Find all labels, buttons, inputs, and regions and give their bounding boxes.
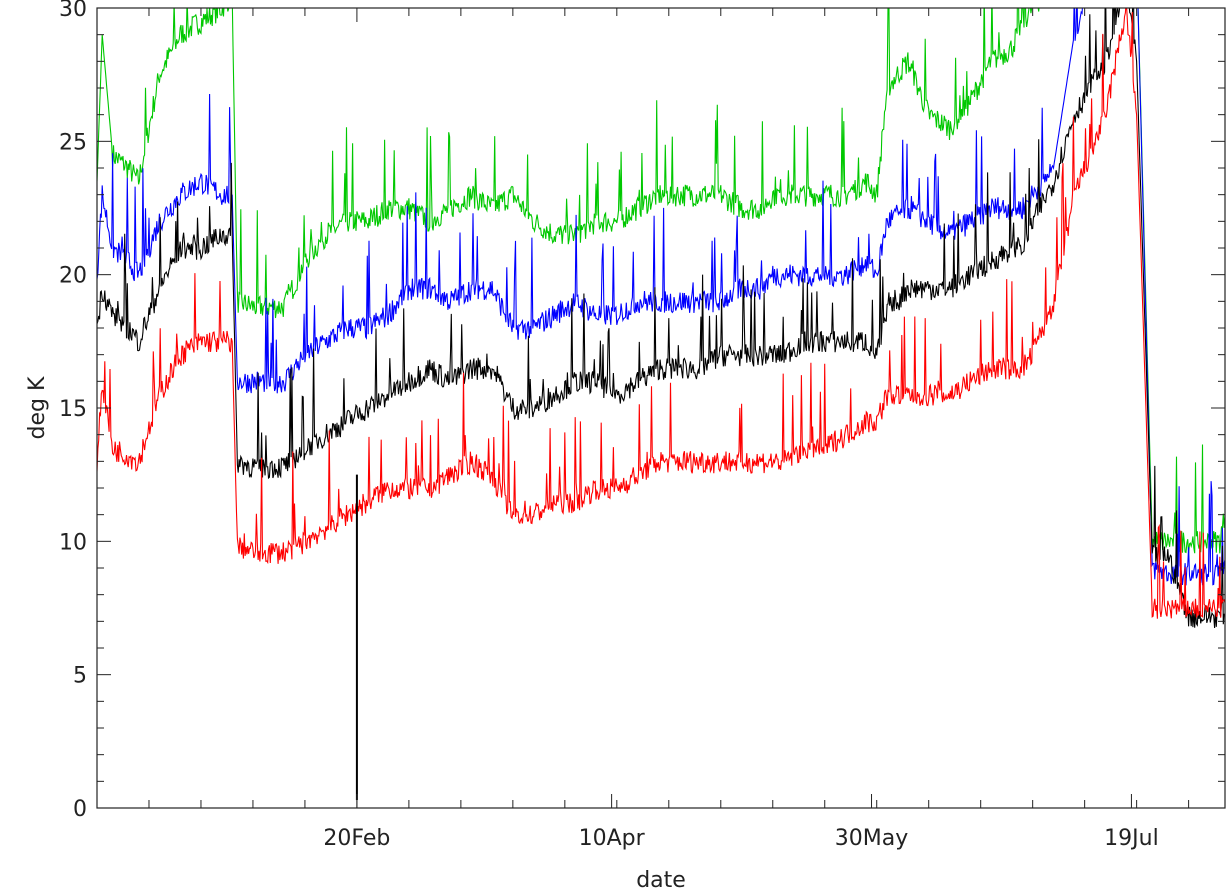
tick-layer (96, 7, 1225, 809)
x-tick-label: 19Jul (1104, 826, 1159, 851)
series-line-3 (97, 8, 1225, 629)
y-tick-label: 10 (59, 530, 87, 555)
x-axis-title: date (636, 868, 686, 893)
y-tick-label: 30 (59, 0, 87, 22)
x-tick-label: 10Apr (579, 826, 646, 851)
plot-frame (96, 7, 1226, 809)
y-tick-label: 25 (59, 130, 87, 155)
y-tick-label: 15 (59, 397, 87, 422)
y-tick-label: 0 (73, 797, 87, 822)
label-layer: 0 5 10 15 20 25 30 20Feb 10Apr 30May 19Jul (59, 0, 1159, 851)
series-layer (97, 8, 1225, 629)
y-axis-title: deg K (25, 376, 50, 439)
series-line-2 (97, 8, 1225, 586)
series-line-1 (97, 8, 1225, 554)
y-tick-label: 20 (59, 264, 87, 289)
series-line-4 (97, 8, 1225, 619)
y-tick-label: 5 (73, 664, 87, 689)
x-tick-label: 20Feb (323, 826, 390, 851)
x-tick-label: 30May (835, 826, 908, 851)
